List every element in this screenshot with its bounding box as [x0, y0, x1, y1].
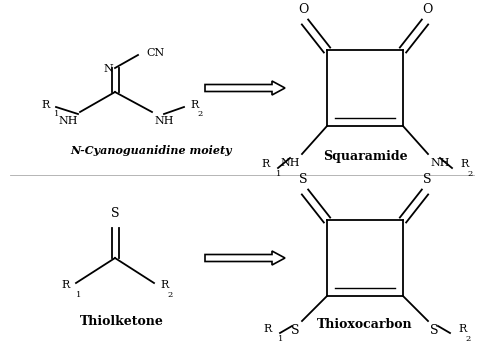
Text: 2: 2: [467, 170, 472, 178]
Text: S: S: [423, 173, 431, 186]
Polygon shape: [205, 251, 285, 265]
Polygon shape: [205, 81, 285, 95]
Text: O: O: [422, 3, 432, 16]
Text: O: O: [298, 3, 308, 16]
Text: NH: NH: [281, 158, 300, 168]
Text: 2: 2: [465, 335, 470, 343]
Text: Squaramide: Squaramide: [323, 150, 408, 163]
Text: 1: 1: [276, 170, 281, 178]
Text: CN: CN: [146, 48, 164, 58]
Text: R: R: [62, 280, 70, 290]
Text: 1: 1: [76, 291, 81, 299]
Text: 1: 1: [54, 110, 60, 118]
Text: R: R: [460, 159, 468, 169]
Text: 2: 2: [167, 291, 172, 299]
Text: R: R: [42, 100, 50, 110]
Text: S: S: [111, 207, 119, 220]
Text: NH: NH: [154, 116, 173, 126]
Text: R: R: [160, 280, 168, 290]
Text: R: R: [190, 100, 198, 110]
Text: Thioxocarbon: Thioxocarbon: [317, 318, 413, 331]
Text: N-Cyanoguanidine moiety: N-Cyanoguanidine moiety: [70, 145, 232, 156]
Text: S: S: [430, 324, 439, 337]
Text: NH: NH: [430, 158, 450, 168]
Text: 2: 2: [197, 110, 202, 118]
Text: S: S: [291, 324, 300, 337]
Text: Thiolketone: Thiolketone: [80, 315, 164, 328]
Text: S: S: [299, 173, 307, 186]
Text: 1: 1: [278, 335, 283, 343]
Text: NH: NH: [59, 116, 78, 126]
Text: R: R: [458, 324, 466, 334]
Text: R: R: [262, 159, 270, 169]
Text: R: R: [264, 324, 272, 334]
Text: N: N: [103, 64, 113, 74]
